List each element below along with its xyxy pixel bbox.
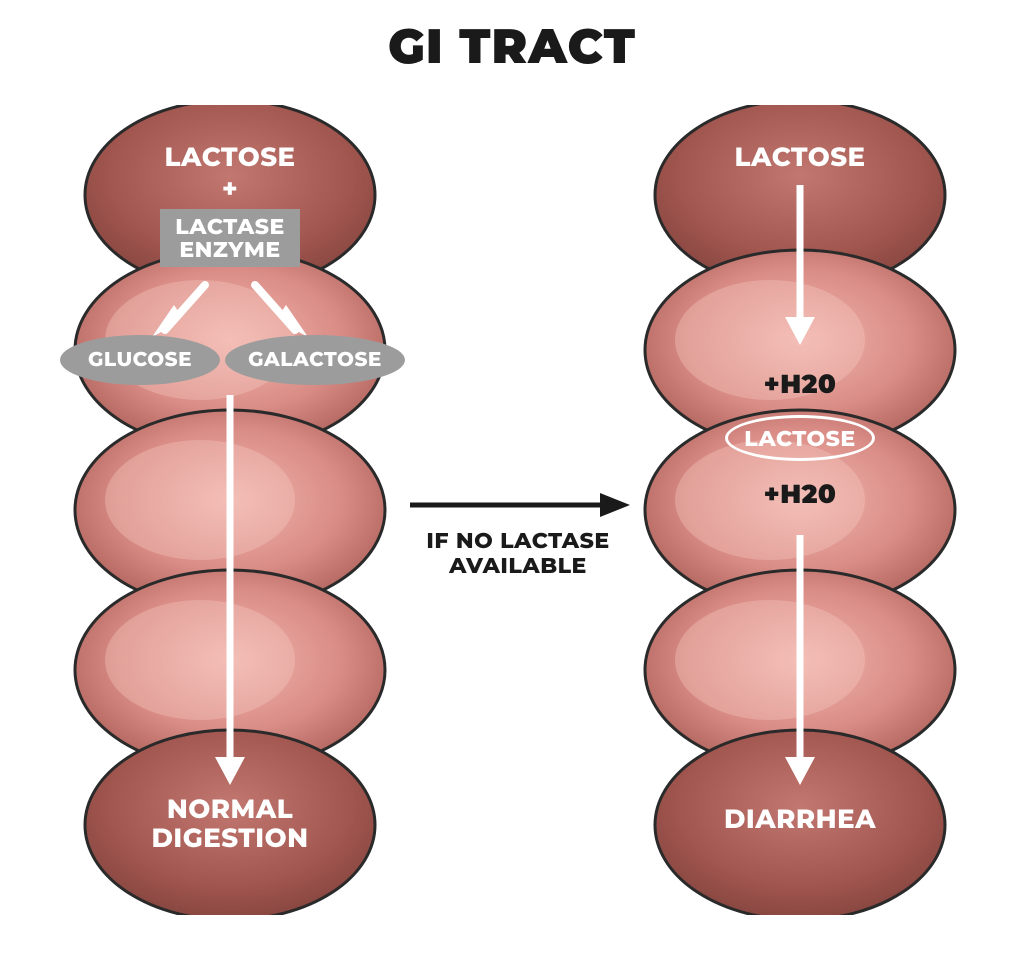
left-outcome-line1: NORMAL (167, 793, 293, 825)
lactase-enzyme-box: LACTASE ENZYME (160, 209, 300, 267)
glucose-pill: GLUCOSE (60, 335, 220, 385)
right-tract-shape (640, 105, 960, 915)
center-line1: IF NO LACTASE (426, 527, 609, 554)
enzyme-line2: ENZYME (179, 236, 280, 263)
right-lactose-top-label: LACTOSE (640, 143, 960, 172)
left-tract: LACTOSE + LACTASE ENZYME GLUCOSE GALACTO… (70, 105, 390, 915)
right-lactose-mid-outline: LACTOSE (725, 415, 875, 461)
center-condition-label: IF NO LACTASE AVAILABLE (408, 528, 628, 579)
galactose-pill: GALACTOSE (225, 335, 405, 385)
left-lactose-label: LACTOSE (70, 143, 390, 172)
right-outcome-label: DIARRHEA (640, 805, 960, 834)
right-tract: LACTOSE +H20 LACTOSE +H20 DIARRHEA (640, 105, 960, 915)
center-line2: AVAILABLE (449, 552, 587, 579)
center-arrow-icon (408, 490, 630, 520)
left-plus-label: + (70, 175, 390, 204)
page-title: GI TRACT (0, 18, 1024, 76)
right-h2o-top-label: +H20 (640, 370, 960, 399)
left-outcome-label: NORMAL DIGESTION (70, 795, 390, 852)
left-outcome-line2: DIGESTION (151, 822, 308, 854)
right-h2o-bottom-label: +H20 (640, 480, 960, 509)
